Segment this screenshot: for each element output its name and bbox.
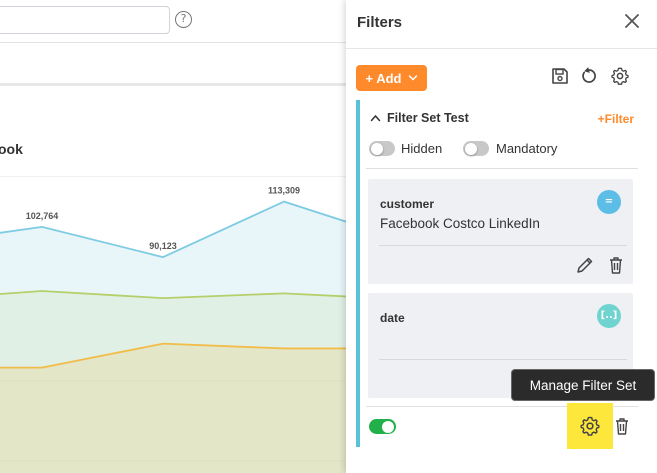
series-line — [0, 342, 346, 369]
filter-value: Facebook Costco LinkedIn — [380, 216, 540, 231]
divider — [0, 42, 346, 43]
series-area — [0, 290, 346, 473]
filter-title: date — [380, 311, 405, 325]
mandatory-label: Mandatory — [496, 141, 558, 156]
series-area — [0, 201, 346, 473]
help-icon[interactable]: ? — [175, 11, 192, 28]
chevron-up-icon[interactable] — [370, 114, 381, 122]
close-icon[interactable] — [621, 10, 643, 32]
panel-title: Filters — [357, 14, 403, 31]
gear-icon[interactable] — [610, 66, 630, 86]
search-input[interactable] — [0, 6, 170, 34]
range-operator-badge: [..] — [597, 304, 621, 328]
gear-icon[interactable] — [579, 415, 601, 437]
toggle-knob — [371, 142, 383, 155]
filter-set: Filter Set Test +Filter Hidden Mandatory… — [356, 100, 640, 447]
area-chart: 102,764 90,123 113,309 — [0, 176, 346, 473]
divider — [0, 83, 346, 86]
series-area — [0, 343, 346, 473]
divider — [379, 359, 627, 360]
toggle-knob — [465, 142, 477, 155]
reset-icon[interactable] — [579, 66, 599, 86]
divider — [379, 245, 627, 246]
dashboard-background: ? ook 102,764 90,123 113,309 — [0, 6, 346, 473]
divider — [366, 406, 638, 407]
trash-icon[interactable] — [612, 416, 632, 436]
add-button-label: + Add — [365, 70, 402, 86]
filter-card-customer[interactable]: customer Facebook Costco LinkedIn = — [368, 179, 633, 284]
trash-icon[interactable] — [606, 255, 626, 275]
divider — [366, 168, 638, 169]
hidden-toggle[interactable] — [369, 141, 395, 156]
mandatory-toggle[interactable] — [463, 141, 489, 156]
filter-set-enabled-toggle[interactable] — [369, 419, 396, 434]
divider — [346, 48, 657, 49]
filter-set-header[interactable]: Filter Set Test — [370, 111, 469, 125]
data-label: 113,309 — [268, 186, 300, 196]
data-label: 90,123 — [149, 241, 177, 251]
edit-icon[interactable] — [575, 255, 595, 275]
series-line — [0, 290, 346, 300]
hidden-label: Hidden — [401, 141, 443, 156]
add-filter-link[interactable]: +Filter — [597, 112, 634, 126]
chevron-down-icon — [408, 75, 417, 81]
save-icon[interactable] — [550, 66, 570, 86]
toggle-knob — [382, 420, 394, 433]
manage-filter-set-button[interactable] — [567, 403, 613, 449]
data-label: 102,764 — [26, 211, 59, 221]
filter-title: customer — [380, 197, 435, 211]
equals-operator-badge: = — [597, 190, 621, 214]
add-button[interactable]: + Add — [356, 65, 427, 91]
chart-title: ook — [0, 141, 23, 157]
filter-set-name: Filter Set Test — [387, 111, 469, 125]
tooltip: Manage Filter Set — [511, 369, 655, 401]
series-line — [0, 200, 346, 259]
